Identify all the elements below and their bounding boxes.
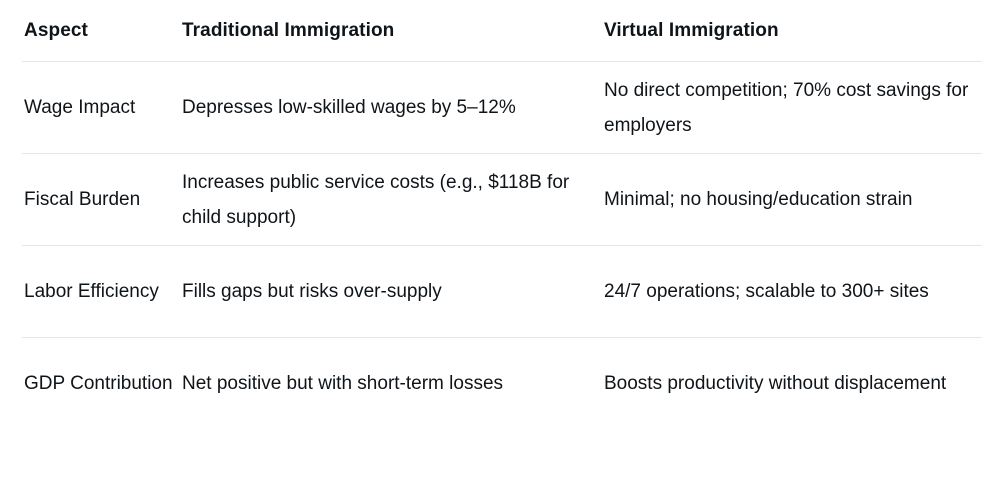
header-virtual-immigration: Virtual Immigration [602,0,982,62]
cell-virtual: No direct competition; 70% cost savings … [602,61,982,154]
cell-traditional: Net positive but with short-term losses [182,373,504,395]
cell-traditional: Depresses low-skilled wages by 5–12% [180,61,602,154]
cell-traditional: Fills gaps but risks over-supply [180,245,602,338]
comparison-table-container: Aspect Traditional Immigration Virtual I… [22,0,982,430]
table-header: Aspect Traditional Immigration Virtual I… [22,0,982,62]
table-row: Labor Efficiency Fills gaps but risks ov… [22,245,982,338]
cell-aspect: Labor Efficiency [22,245,180,338]
table-row: GDP Contribution Net positive but with s… [22,338,982,430]
cell-aspect: Wage Impact [22,61,180,154]
table-row: Fiscal Burden Increases public service c… [22,153,982,246]
cell-virtual: 24/7 operations; scalable to 300+ sites [602,245,982,338]
comparison-table: Aspect Traditional Immigration Virtual I… [22,0,982,430]
cell-aspect: Fiscal Burden [22,153,180,246]
cell-traditional: Increases public service costs (e.g., $1… [180,153,602,246]
cell-virtual: Minimal; no housing/education strain [602,153,982,246]
header-row: Aspect Traditional Immigration Virtual I… [22,0,982,62]
header-traditional-immigration: Traditional Immigration [180,0,602,62]
header-aspect: Aspect [22,0,180,62]
table-body: Wage Impact Depresses low-skilled wages … [22,61,982,430]
cell-aspect: GDP Contribution [24,373,173,395]
cell-virtual: Boosts productivity without displacement [604,373,947,395]
table-row: Wage Impact Depresses low-skilled wages … [22,61,982,154]
